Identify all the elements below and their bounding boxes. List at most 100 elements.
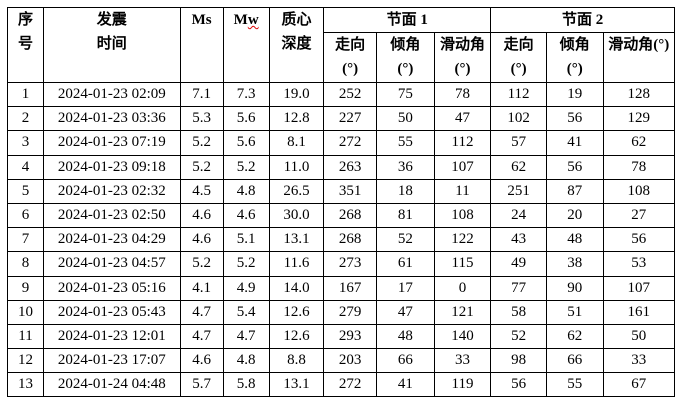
cell-ms: 4.1 — [179, 275, 224, 301]
cell-p1-dip: 50 — [376, 106, 435, 132]
cell-depth: 12.6 — [268, 299, 325, 325]
cell-depth: 13.1 — [268, 372, 325, 398]
cell-depth: 8.1 — [268, 130, 325, 156]
table-row: 5 2024-01-23 02:32 4.5 4.8 26.5 351 18 11 251 87 1… — [7, 178, 675, 204]
cell-depth: 8.8 — [268, 348, 325, 374]
cell-p1-strike: 273 — [323, 251, 378, 277]
cell-p1-strike: 351 — [323, 178, 378, 204]
cell-ms: 5.7 — [179, 372, 224, 398]
cell-mw: 5.2 — [222, 154, 270, 180]
cell-p2-strike: 102 — [490, 106, 547, 132]
cell-p1-strike: 268 — [323, 227, 378, 253]
table-row: 8 2024-01-23 04:57 5.2 5.2 11.6 273 61 115 49 38 5… — [7, 251, 675, 277]
cell-p1-rake: 119 — [433, 372, 492, 398]
table-row: 6 2024-01-23 02:50 4.6 4.6 30.0 268 81 108 24 20 2… — [7, 202, 675, 229]
cell-seq: 11 — [7, 323, 44, 350]
cell-seq: 9 — [7, 275, 44, 301]
cell-p1-rake: 121 — [433, 299, 492, 325]
cell-seq: 7 — [7, 227, 44, 253]
cell-p2-rake: 78 — [602, 154, 675, 180]
cell-mw: 5.8 — [222, 372, 270, 398]
cell-p1-strike: 268 — [323, 202, 378, 229]
cell-p1-rake: 115 — [433, 251, 492, 277]
cell-p1-strike: 279 — [323, 299, 378, 325]
table-row: 12 2024-01-23 17:07 4.6 4.8 8.8 203 66 33 98 66 33 — [7, 348, 675, 374]
cell-p1-dip: 55 — [376, 130, 435, 156]
cell-p2-rake: 129 — [602, 106, 675, 132]
cell-p1-dip: 81 — [376, 202, 435, 229]
cell-p2-strike: 98 — [490, 348, 547, 374]
cell-time: 2024-01-23 09:18 — [42, 154, 181, 180]
cell-p2-dip: 20 — [545, 202, 604, 229]
cell-seq: 5 — [7, 178, 44, 204]
cell-time: 2024-01-23 05:43 — [42, 299, 181, 325]
cell-p1-strike: 263 — [323, 154, 378, 180]
cell-time: 2024-01-23 03:36 — [42, 106, 181, 132]
cell-p2-dip: 48 — [545, 227, 604, 253]
cell-p2-dip: 51 — [545, 299, 604, 325]
cell-p1-rake: 11 — [433, 178, 492, 204]
cell-p2-dip: 90 — [545, 275, 604, 301]
cell-time: 2024-01-23 07:19 — [42, 130, 181, 156]
header-time: 发震时间 — [42, 7, 181, 83]
cell-mw: 5.6 — [222, 130, 270, 156]
cell-p2-strike: 57 — [490, 130, 547, 156]
header-p2-strike: 走向(°) — [490, 32, 547, 83]
cell-time: 2024-01-23 02:50 — [42, 202, 181, 229]
cell-ms: 5.2 — [179, 154, 224, 180]
cell-p1-rake: 33 — [433, 348, 492, 374]
cell-seq: 12 — [7, 348, 44, 374]
cell-time: 2024-01-23 04:29 — [42, 227, 181, 253]
cell-mw: 4.8 — [222, 178, 270, 204]
cell-p1-strike: 227 — [323, 106, 378, 132]
cell-p2-strike: 24 — [490, 202, 547, 229]
cell-seq: 3 — [7, 130, 44, 156]
cell-seq: 1 — [7, 81, 44, 108]
cell-mw: 7.3 — [222, 81, 270, 108]
cell-ms: 4.6 — [179, 202, 224, 229]
cell-p2-strike: 49 — [490, 251, 547, 277]
cell-p2-dip: 66 — [545, 348, 604, 374]
cell-seq: 13 — [7, 372, 44, 398]
header-plane1: 节面 1 — [323, 7, 492, 33]
table-row: 11 2024-01-23 12:01 4.7 4.7 12.6 293 48 140 52 62… — [7, 323, 675, 350]
cell-p1-dip: 17 — [376, 275, 435, 301]
cell-depth: 26.5 — [268, 178, 325, 204]
cell-p1-rake: 107 — [433, 154, 492, 180]
cell-depth: 12.6 — [268, 323, 325, 350]
cell-p1-dip: 61 — [376, 251, 435, 277]
table-row: 9 2024-01-23 05:16 4.1 4.9 14.0 167 17 0 77 90 107 — [7, 275, 675, 301]
cell-p1-dip: 75 — [376, 81, 435, 108]
cell-ms: 4.5 — [179, 178, 224, 204]
cell-ms: 4.6 — [179, 227, 224, 253]
cell-depth: 11.6 — [268, 251, 325, 277]
cell-p2-strike: 58 — [490, 299, 547, 325]
table-row: 7 2024-01-23 04:29 4.6 5.1 13.1 268 52 122 43 48 5… — [7, 227, 675, 253]
cell-p2-dip: 55 — [545, 372, 604, 398]
cell-mw: 5.2 — [222, 251, 270, 277]
cell-p2-rake: 50 — [602, 323, 675, 350]
cell-depth: 30.0 — [268, 202, 325, 229]
cell-p2-strike: 43 — [490, 227, 547, 253]
cell-ms: 7.1 — [179, 81, 224, 108]
cell-p2-rake: 33 — [602, 348, 675, 374]
cell-ms: 4.6 — [179, 348, 224, 374]
cell-p2-strike: 62 — [490, 154, 547, 180]
cell-seq: 10 — [7, 299, 44, 325]
cell-mw: 4.8 — [222, 348, 270, 374]
table-row: 3 2024-01-23 07:19 5.2 5.6 8.1 272 55 112 57 41 62 — [7, 130, 675, 156]
cell-mw: 4.6 — [222, 202, 270, 229]
cell-p2-strike: 77 — [490, 275, 547, 301]
cell-p1-rake: 78 — [433, 81, 492, 108]
cell-time: 2024-01-23 02:09 — [42, 81, 181, 108]
cell-p1-rake: 122 — [433, 227, 492, 253]
table-row: 1 2024-01-23 02:09 7.1 7.3 19.0 252 75 78 112 19 1… — [7, 81, 675, 108]
cell-p2-strike: 112 — [490, 81, 547, 108]
cell-p1-dip: 18 — [376, 178, 435, 204]
cell-p1-rake: 47 — [433, 106, 492, 132]
cell-time: 2024-01-23 04:57 — [42, 251, 181, 277]
cell-p2-dip: 56 — [545, 106, 604, 132]
cell-seq: 2 — [7, 106, 44, 132]
cell-p2-dip: 56 — [545, 154, 604, 180]
cell-p1-dip: 52 — [376, 227, 435, 253]
